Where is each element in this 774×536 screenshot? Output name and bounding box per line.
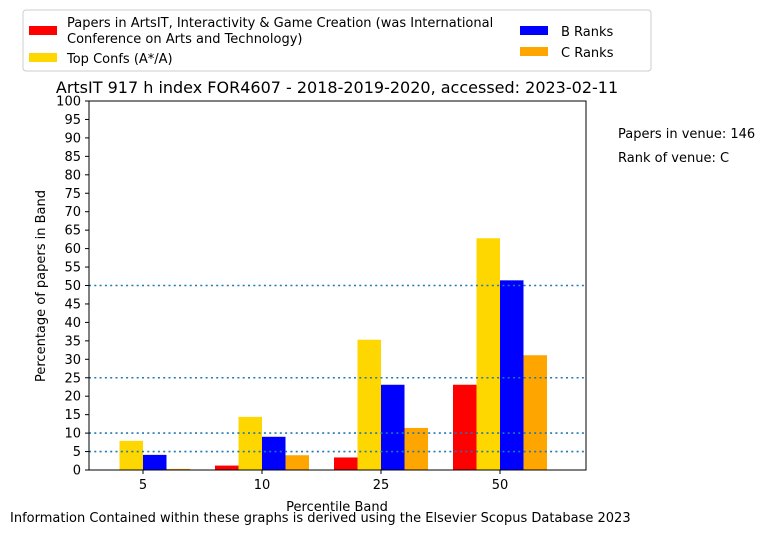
reference-lines: [89, 284, 586, 453]
y-tick-label-25: 25: [64, 371, 81, 386]
legend-frame: [22, 9, 652, 72]
y-tick-label-50: 50: [64, 279, 81, 294]
y-tick-label-85: 85: [64, 150, 81, 165]
legend-swatch-top-confs: [29, 53, 57, 62]
data-source-footer: Information Contained within these graph…: [10, 511, 631, 526]
y-tick-label-95: 95: [64, 113, 81, 128]
bar-2-25: [381, 384, 405, 470]
y-tick-label-55: 55: [64, 261, 81, 276]
legend-label-c-ranks: C Ranks: [561, 46, 614, 61]
legend-label-b-ranks: B Ranks: [561, 25, 614, 40]
bar-2-10: [262, 436, 286, 470]
legend-label-top-confs: Top Confs (A*/A): [66, 52, 173, 67]
rank-of-venue-note: Rank of venue: C: [618, 151, 730, 166]
y-tick-label-30: 30: [64, 353, 81, 368]
bar-0-25: [334, 457, 358, 470]
bar-3-50: [523, 355, 547, 470]
y-tick-label-100: 100: [56, 95, 81, 110]
bar-0-10: [215, 465, 239, 470]
y-tick-label-70: 70: [64, 205, 81, 220]
bar-1-50: [476, 238, 500, 470]
y-tick-label-65: 65: [64, 224, 81, 239]
bar-1-10: [238, 416, 262, 470]
legend-label-venue-line1: Papers in ArtsIT, Interactivity & Game C…: [67, 16, 493, 31]
legend-swatch-b-ranks: [520, 26, 548, 35]
chart-title: ArtsIT 917 h index FOR4607 - 2018-2019-2…: [56, 78, 618, 97]
x-tick-label-25: 25: [373, 478, 390, 493]
plot-frame: [88, 100, 587, 471]
x-axis-label: Percentile Band: [286, 500, 388, 515]
y-tick-label-20: 20: [64, 390, 81, 405]
legend: Papers in ArtsIT, Interactivity & Game C…: [22, 9, 652, 72]
papers-in-venue-note: Papers in venue: 146: [618, 127, 756, 142]
y-tick-label-80: 80: [64, 168, 81, 183]
legend-label-venue-line2: Conference on Arts and Technology): [67, 32, 302, 47]
y-axis-label: Percentage of papers in Band: [34, 190, 49, 382]
bar-3-25: [404, 427, 428, 470]
bar-3-10: [285, 455, 309, 470]
x-axis: 5 10 25 50: [139, 470, 508, 493]
y-tick-label-60: 60: [64, 242, 81, 257]
y-tick-label-40: 40: [64, 316, 81, 331]
legend-swatch-c-ranks: [520, 47, 548, 56]
x-tick-label-10: 10: [254, 478, 271, 493]
y-tick-label-90: 90: [64, 131, 81, 146]
bar-2-50: [500, 280, 524, 470]
legend-swatch-venue: [29, 26, 57, 35]
y-tick-label-45: 45: [64, 297, 81, 312]
bar-1-25: [357, 339, 381, 470]
y-tick-label-5: 5: [73, 445, 81, 460]
bar-2-5: [143, 454, 167, 470]
y-tick-label-10: 10: [64, 427, 81, 442]
bars: [119, 238, 547, 470]
y-tick-label-0: 0: [73, 464, 81, 479]
y-tick-label-35: 35: [64, 334, 81, 349]
y-tick-label-75: 75: [64, 187, 81, 202]
bar-0-50: [453, 384, 477, 470]
x-tick-label-50: 50: [492, 478, 509, 493]
bar-3-5: [166, 468, 190, 470]
legend-label-venue: Papers in ArtsIT, Interactivity & Game C…: [67, 16, 497, 47]
bar-1-5: [119, 440, 143, 470]
y-tick-label-15: 15: [64, 408, 81, 423]
x-tick-label-5: 5: [139, 478, 147, 493]
y-axis: 0 5 10 15 20 25 30 35 40 45 50 55 60 65 70 75 80 85 90 95 10…: [56, 95, 89, 479]
